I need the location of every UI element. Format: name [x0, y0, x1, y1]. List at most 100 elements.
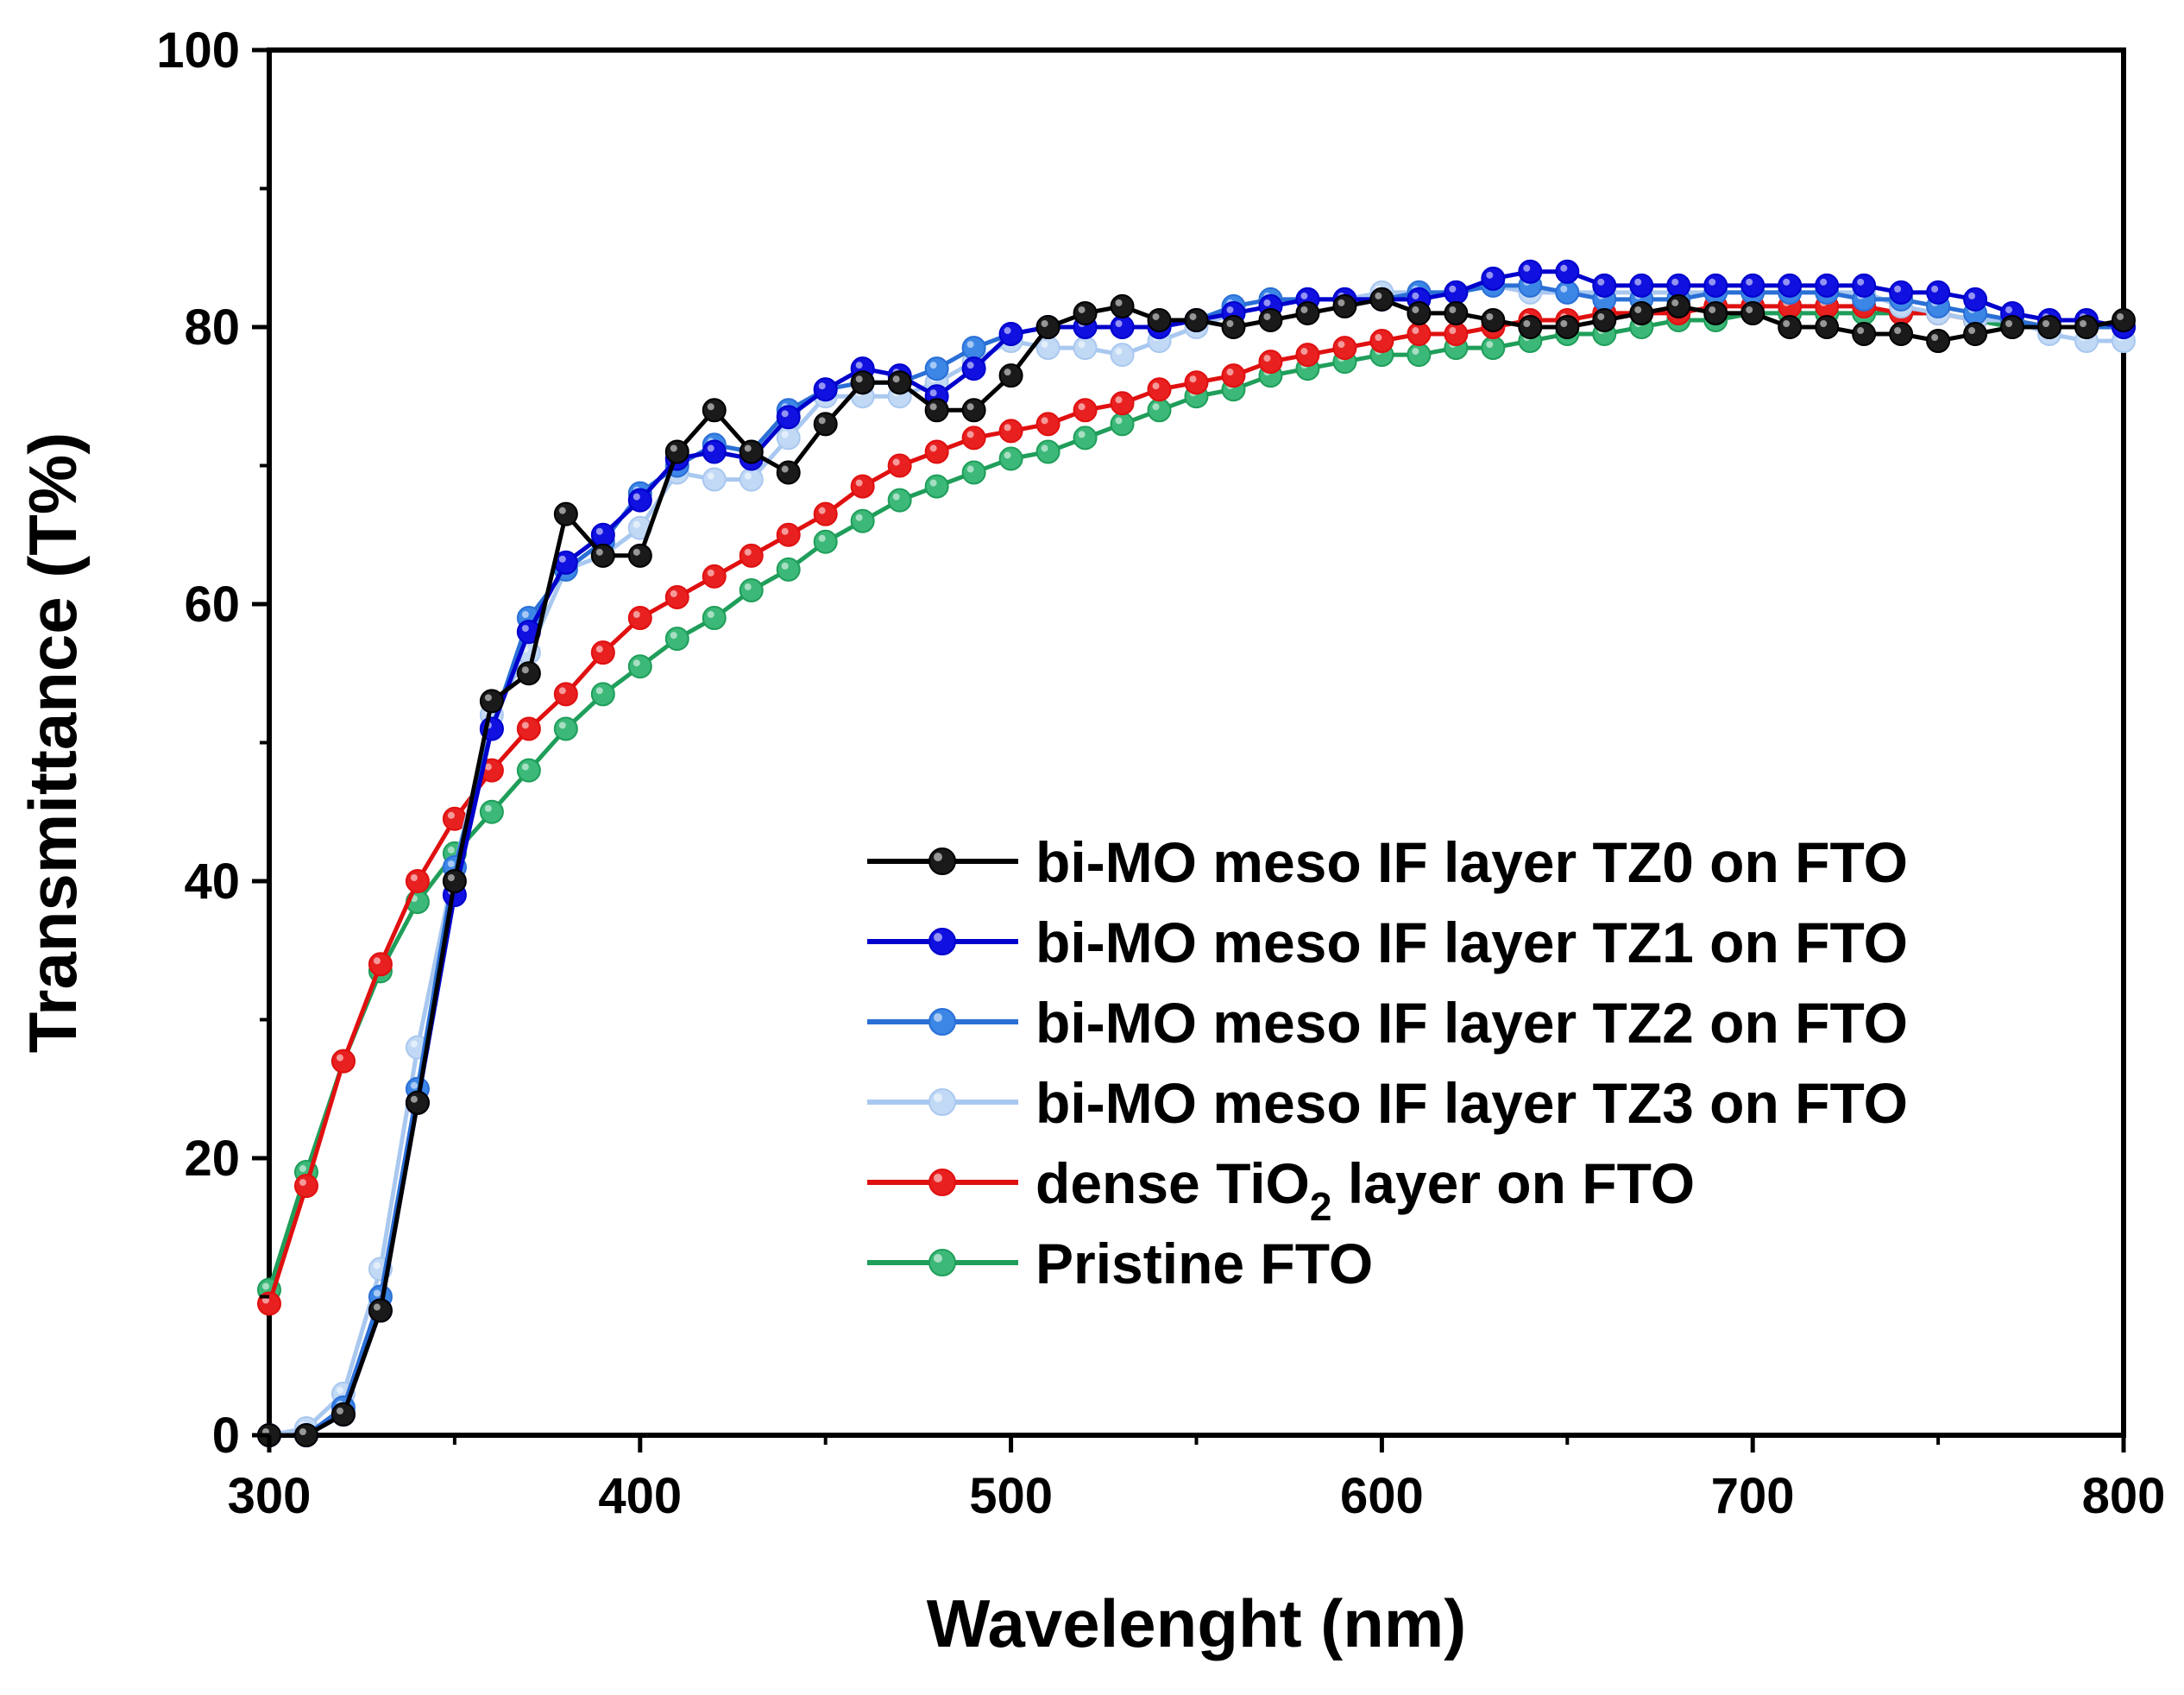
data-point-highlight [1449, 327, 1457, 335]
data-point-highlight [447, 860, 455, 867]
data-point-highlight [929, 362, 937, 369]
data-point [516, 716, 541, 741]
data-point-highlight [595, 548, 603, 556]
data-point [1889, 280, 1914, 305]
legend-item: bi-MO meso IF layer TZ2 on FTO [867, 991, 1908, 1055]
data-point-highlight [1226, 369, 1234, 376]
data-point [590, 522, 615, 547]
data-point [776, 460, 801, 485]
data-point-highlight [1894, 327, 1902, 335]
data-point-highlight [1857, 327, 1865, 335]
data-point [702, 439, 727, 464]
data-point [961, 336, 986, 361]
series-layer [257, 259, 2136, 1447]
data-point [998, 363, 1023, 388]
data-point-highlight [818, 534, 826, 542]
data-point [368, 952, 393, 977]
data-point-highlight [1004, 424, 1011, 432]
data-point [330, 1402, 356, 1427]
data-point [1407, 343, 1432, 368]
data-point-highlight [818, 507, 826, 514]
legend-marker-highlight [934, 1254, 942, 1263]
data-point [553, 716, 578, 741]
data-point [1332, 336, 1357, 361]
data-point-highlight [1300, 292, 1308, 299]
data-point [664, 627, 689, 652]
data-point-highlight [1041, 341, 1048, 349]
data-point [1369, 329, 1394, 354]
data-point-highlight [929, 479, 937, 487]
data-point-highlight [781, 527, 789, 535]
data-point [1666, 273, 1691, 298]
data-point [1555, 315, 1580, 339]
data-point-highlight [707, 444, 714, 452]
data-point-highlight [855, 362, 863, 369]
data-point [998, 419, 1023, 444]
data-point [1926, 329, 1951, 354]
data-point [1852, 273, 1877, 298]
data-point-highlight [1115, 299, 1123, 306]
data-point [1295, 300, 1320, 325]
data-point-highlight [1709, 306, 1716, 313]
data-point-highlight [966, 431, 974, 438]
data-point-highlight [1783, 278, 1791, 286]
data-point-highlight [1263, 355, 1271, 362]
legend-item: bi-MO meso IF layer TZ1 on FTO [867, 911, 1908, 974]
data-point-highlight [1375, 292, 1382, 299]
data-point [1963, 322, 1988, 347]
data-point [1592, 273, 1617, 298]
data-point [1295, 343, 1320, 368]
data-point-highlight [929, 403, 937, 411]
data-point-highlight [1671, 278, 1679, 286]
data-point-highlight [262, 1296, 269, 1304]
x-tick-label: 700 [1711, 1468, 1795, 1524]
data-point [1629, 300, 1654, 325]
data-point [702, 398, 727, 423]
data-point [479, 689, 504, 714]
data-point-highlight [1078, 431, 1086, 438]
data-point-highlight [855, 375, 863, 383]
data-point [664, 439, 689, 464]
data-point [850, 370, 875, 395]
data-point [1110, 343, 1135, 368]
data-point [1407, 322, 1432, 347]
data-point-highlight [1152, 382, 1160, 390]
data-point [1703, 273, 1728, 298]
data-point-highlight [410, 1040, 418, 1048]
data-point-highlight [1337, 299, 1345, 306]
legend-marker [928, 1008, 956, 1036]
legend-marker [928, 848, 956, 875]
y-tick-label: 60 [184, 577, 240, 633]
data-point-highlight [299, 1179, 306, 1187]
data-point-highlight [1412, 306, 1419, 313]
data-point [1332, 293, 1357, 318]
data-point [1815, 315, 1840, 339]
data-point-highlight [670, 589, 677, 597]
data-point-highlight [1004, 369, 1011, 376]
data-point-highlight [707, 472, 714, 480]
data-point-highlight [1004, 451, 1011, 459]
legend-marker-highlight [934, 1093, 942, 1102]
data-point [2000, 315, 2025, 339]
data-point-highlight [2117, 312, 2124, 320]
data-point [516, 758, 541, 783]
data-point-highlight [929, 444, 937, 452]
data-point [776, 522, 801, 547]
data-point-highlight [2042, 320, 2050, 327]
data-point-highlight [410, 1095, 418, 1103]
data-point [813, 377, 838, 402]
data-point-highlight [595, 646, 603, 653]
data-point [2037, 315, 2062, 339]
legend-marker-highlight [934, 1174, 942, 1182]
data-point-highlight [336, 1407, 343, 1415]
data-point-highlight [781, 410, 789, 418]
data-point [664, 584, 689, 609]
data-point [1444, 280, 1469, 305]
data-point-highlight [1597, 312, 1605, 320]
data-point-highlight [2080, 320, 2087, 327]
legend-marker-highlight [934, 853, 942, 861]
data-point [813, 412, 838, 437]
data-point-highlight [1449, 285, 1457, 293]
data-point [405, 1090, 430, 1115]
data-point-highlight [1634, 278, 1642, 286]
